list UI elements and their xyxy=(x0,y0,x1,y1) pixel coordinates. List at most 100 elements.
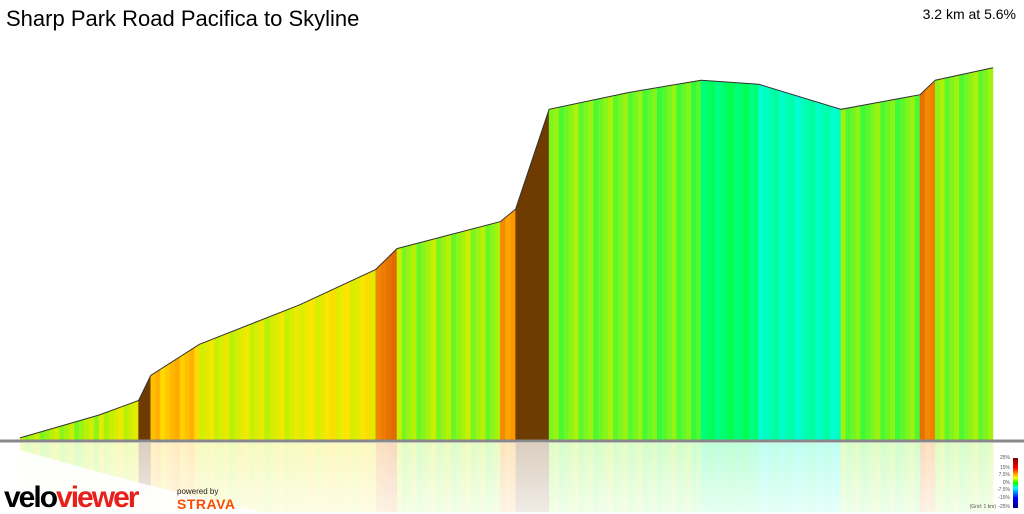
gradient-segment xyxy=(608,95,614,441)
gradient-segment xyxy=(914,94,921,441)
gradient-segment xyxy=(944,76,950,441)
gradient-segment xyxy=(588,99,594,441)
gradient-segment xyxy=(715,80,721,441)
gradient-segment xyxy=(88,416,95,441)
gradient-segment xyxy=(924,84,931,441)
legend-label: 7.5% xyxy=(998,472,1010,478)
gradient-segment xyxy=(553,106,560,441)
gradient-segment xyxy=(695,79,702,441)
gradient-segment xyxy=(929,79,936,441)
gradient-segment xyxy=(450,232,457,441)
gradient-segment xyxy=(118,405,125,441)
gradient-segment xyxy=(724,81,731,441)
gradient-segment xyxy=(380,258,387,441)
gradient-segment xyxy=(334,285,341,441)
gradient-segment xyxy=(835,107,842,441)
gradient-segment xyxy=(160,365,166,441)
gradient-segment xyxy=(691,80,697,441)
gradient-segment xyxy=(539,123,545,441)
gradient-segment xyxy=(199,341,205,441)
gradient-segment xyxy=(686,81,692,441)
gradient-segment xyxy=(510,208,516,441)
gradient-segment xyxy=(880,100,886,441)
gradient-segment xyxy=(426,239,432,441)
gradient-segment xyxy=(411,243,417,441)
gradient-segment xyxy=(475,226,481,441)
gradient-segment xyxy=(598,97,604,441)
gradient-segment xyxy=(79,418,85,441)
gradient-segment xyxy=(548,107,555,441)
gradient-segment xyxy=(978,69,984,441)
gradient-segment xyxy=(520,180,526,441)
gradient-segment xyxy=(174,356,181,441)
gradient-segment xyxy=(763,85,770,441)
gradient-segment xyxy=(973,70,979,441)
gradient-segment xyxy=(103,411,110,441)
gradient-color-bar xyxy=(1013,458,1018,508)
gradient-segment xyxy=(319,292,326,441)
gradient-segment xyxy=(406,244,413,441)
gradient-segment xyxy=(705,80,711,441)
gradient-segment xyxy=(840,108,847,441)
gradient-segment xyxy=(234,328,240,441)
gradient-segment xyxy=(465,229,472,441)
gradient-segment xyxy=(729,81,736,441)
gradient-segment xyxy=(904,96,911,441)
gradient-segment xyxy=(294,304,300,441)
gradient-segment xyxy=(314,294,321,441)
strava-logo[interactable]: STRAVA xyxy=(177,496,236,512)
gradient-segment xyxy=(436,236,442,441)
gradient-segment xyxy=(269,314,275,441)
veloviewer-logo[interactable]: veloviewer xyxy=(4,483,139,513)
gradient-segment xyxy=(204,340,210,441)
gradient-segment xyxy=(138,387,145,441)
gradient-segment xyxy=(480,225,486,441)
gradient-segment xyxy=(179,353,186,441)
gradient-segment xyxy=(779,90,785,441)
gradient-segment xyxy=(830,105,837,441)
gradient-segment xyxy=(391,248,398,441)
gradient-segment xyxy=(249,322,255,441)
gradient-segment xyxy=(329,287,336,441)
gradient-segment xyxy=(934,78,941,441)
gradient-segment xyxy=(83,417,90,441)
gradient-segment xyxy=(304,299,311,441)
gradient-segment xyxy=(593,98,599,441)
gradient-segment xyxy=(768,87,775,441)
gradient-segment xyxy=(949,75,955,441)
gradient-segment xyxy=(900,97,906,441)
gradient-segment xyxy=(155,368,161,441)
gradient-segment xyxy=(98,412,105,441)
gradient-segment xyxy=(954,74,960,441)
gradient-segment xyxy=(963,72,970,441)
legend-label: 0% xyxy=(1002,480,1010,486)
gradient-segment xyxy=(490,222,496,441)
gradient-segment xyxy=(460,230,467,441)
gradient-segment xyxy=(485,223,491,441)
gradient-segment xyxy=(804,98,811,441)
gradient-segment xyxy=(563,104,570,441)
profile-outline xyxy=(19,67,994,439)
gradient-segment xyxy=(375,263,382,441)
gradient-segment xyxy=(309,297,316,441)
gradient-segment xyxy=(324,290,331,441)
gradient-segment xyxy=(681,82,687,441)
gradient-segment xyxy=(209,338,215,441)
gradient-segment xyxy=(753,83,760,441)
gradient-segment xyxy=(113,407,120,441)
gradient-segment xyxy=(799,96,806,441)
gradient-segment xyxy=(661,85,668,441)
gradient-segment xyxy=(734,82,740,441)
gradient-segment xyxy=(613,94,619,441)
gradient-segment xyxy=(224,332,230,441)
gradient-segment xyxy=(825,104,831,441)
gradient-segment xyxy=(254,320,260,441)
gradient-segment xyxy=(123,403,129,441)
gradient-segment xyxy=(421,240,427,441)
gradient-segment xyxy=(189,346,195,441)
legend-label: -15% xyxy=(998,495,1010,501)
gradient-segment xyxy=(169,359,176,441)
gradient-segment xyxy=(744,83,750,441)
gradient-segment xyxy=(865,103,871,441)
